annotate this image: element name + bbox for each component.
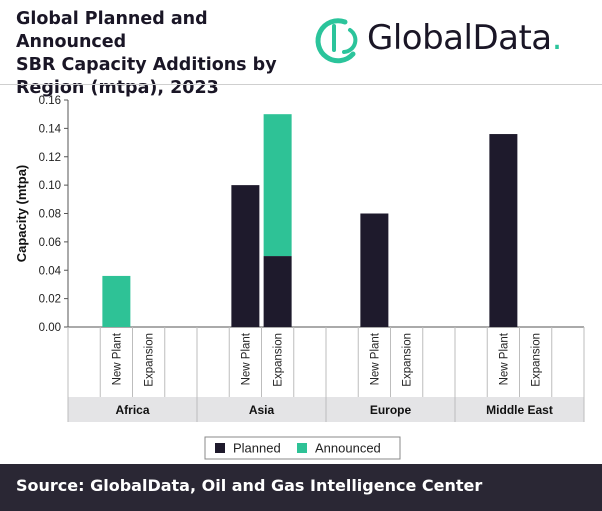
x-region-label: Middle East [486,403,553,417]
legend-label: Announced [315,441,381,456]
y-tick-label: 0.00 [39,322,61,334]
footer-bar: Source: GlobalData, Oil and Gas Intellig… [0,464,602,511]
x-region-label: Europe [370,403,412,417]
x-category-label: Expansion [402,333,414,387]
y-axis-title: Capacity (mtpa) [14,165,29,263]
x-region-label: Africa [115,403,149,417]
logo-wordmark: GlobalData. [367,18,562,58]
y-tick-label: 0.08 [39,209,61,221]
bar-planned [263,256,292,327]
y-tick-label: 0.06 [39,237,61,249]
chart-title: Global Planned and Announced SBR Capacit… [16,9,277,98]
x-category-label: New Plant [498,332,510,385]
bar-planned [360,213,389,327]
header-divider [0,84,602,85]
bar-planned [231,185,260,327]
x-category-label: Expansion [531,333,543,387]
x-region-label: Asia [249,403,275,417]
bar-planned [489,134,518,327]
x-category-label: New Plant [240,332,252,385]
x-category-label: Expansion [273,333,285,387]
y-tick-label: 0.14 [39,123,62,135]
globaldata-logo-icon [315,18,358,64]
x-category-label: Expansion [144,333,156,387]
x-category-label: New Plant [369,332,381,385]
y-tick-label: 0.12 [39,152,61,164]
y-tick-label: 0.16 [39,95,61,107]
legend-swatch-planned [215,443,225,453]
globaldata-logo: GlobalData. [312,12,592,72]
y-tick-label: 0.04 [39,265,62,277]
y-tick-label: 0.02 [39,294,61,306]
bar-chart: 0.00 0.02 0.04 0.06 0.08 0.10 0.12 0.14 0.16 Capa… [14,95,585,460]
bar-announced [102,275,131,327]
source-note: Source: GlobalData, Oil and Gas Intellig… [16,476,483,495]
legend-label: Planned [233,441,281,456]
y-tick-label: 0.10 [39,180,61,192]
x-category-label: New Plant [111,332,123,385]
legend-swatch-announced [297,443,307,453]
bar-announced [263,114,292,257]
